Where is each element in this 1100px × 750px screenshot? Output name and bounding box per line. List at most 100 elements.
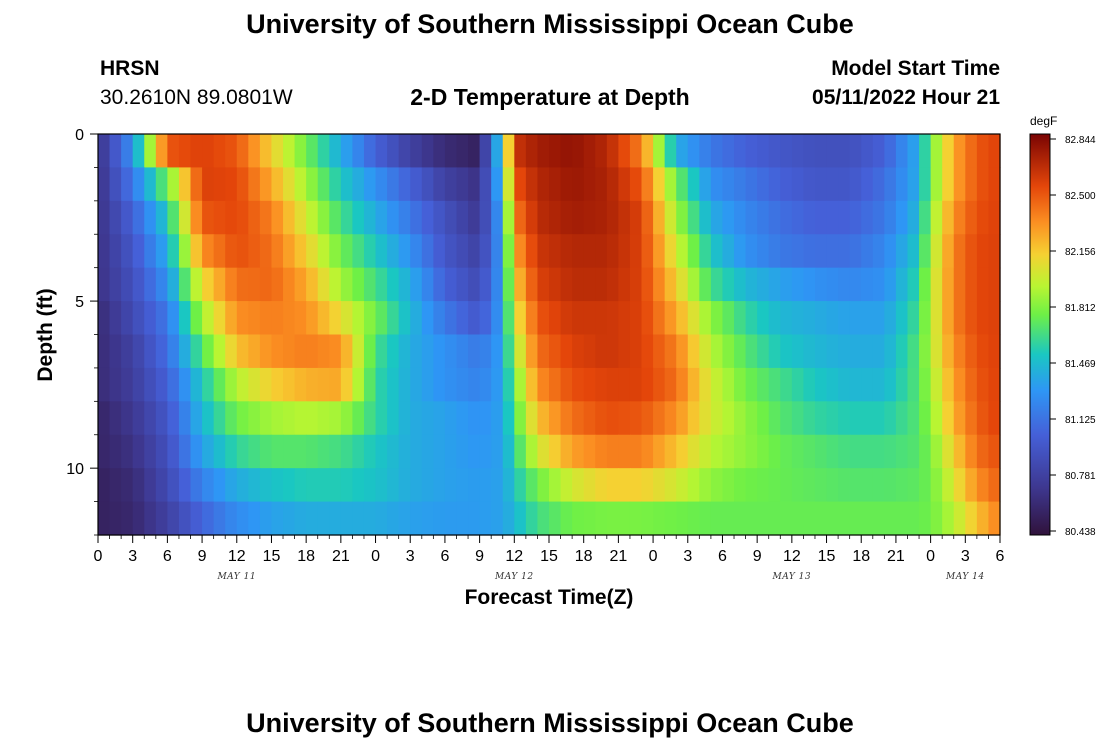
heatmap-cell xyxy=(791,468,805,503)
heatmap-cell xyxy=(687,434,700,469)
heatmap-cell xyxy=(410,401,423,436)
heatmap-cell xyxy=(363,501,377,536)
heatmap-cell xyxy=(236,367,249,402)
heatmap-cell xyxy=(907,267,920,302)
heatmap-cell xyxy=(155,301,168,336)
heatmap-cell xyxy=(433,367,446,402)
heatmap-cell xyxy=(676,334,689,369)
heatmap-cell xyxy=(190,501,203,536)
heatmap-cell xyxy=(884,167,897,202)
heatmap-cell xyxy=(953,200,966,235)
heatmap-cell xyxy=(98,301,111,336)
heatmap-cell xyxy=(676,134,689,169)
heatmap-cell xyxy=(121,134,134,169)
heatmap-cell xyxy=(803,334,816,369)
heatmap-cell xyxy=(468,234,481,269)
heatmap-cell xyxy=(791,234,805,269)
heatmap-cell xyxy=(942,301,955,336)
heatmap-cell xyxy=(444,234,458,269)
heatmap-cell xyxy=(583,134,596,169)
heatmap-cell xyxy=(306,367,319,402)
colorbar-tick-label: 81.812 xyxy=(1065,303,1096,314)
heatmap-cell xyxy=(202,267,215,302)
heatmap-cell xyxy=(572,301,585,336)
heatmap-cell xyxy=(618,200,631,235)
heatmap-cell xyxy=(444,301,458,336)
heatmap-cell xyxy=(109,134,122,169)
x-tick-label: 12 xyxy=(505,548,523,565)
date-label: MAY 11 xyxy=(216,572,256,582)
heatmap-cell xyxy=(178,367,192,402)
heatmap-cell xyxy=(387,267,400,302)
heatmap-cell xyxy=(525,200,539,235)
heatmap-cell xyxy=(456,167,469,202)
heatmap-cell xyxy=(687,267,700,302)
heatmap-cell xyxy=(491,200,504,235)
heatmap-cell xyxy=(98,468,111,503)
heatmap-cell xyxy=(549,134,562,169)
heatmap-cell xyxy=(433,234,446,269)
heatmap-cell xyxy=(976,334,990,369)
heatmap-cell xyxy=(98,334,111,369)
heatmap-cell xyxy=(919,267,932,302)
heatmap-cell xyxy=(468,134,481,169)
heatmap-cell xyxy=(872,167,885,202)
heatmap-cell xyxy=(340,434,354,469)
heatmap-cell xyxy=(849,401,862,436)
heatmap-cell xyxy=(687,401,700,436)
heatmap-cell xyxy=(722,267,735,302)
colorbar xyxy=(1029,133,1051,536)
heatmap-cell xyxy=(444,334,458,369)
heatmap-cell xyxy=(433,434,446,469)
heatmap-cell xyxy=(178,401,192,436)
heatmap-cell xyxy=(595,367,608,402)
heatmap-cell xyxy=(456,267,469,302)
heatmap-cell xyxy=(410,367,423,402)
heatmap-cell xyxy=(606,434,619,469)
heatmap-cell xyxy=(838,167,851,202)
heatmap-cell xyxy=(861,334,874,369)
heatmap-cell xyxy=(826,301,839,336)
heatmap-cell xyxy=(167,468,180,503)
heatmap-cell xyxy=(803,401,816,436)
heatmap-cell xyxy=(768,434,781,469)
heatmap-cell xyxy=(618,234,631,269)
heatmap-cell xyxy=(317,134,330,169)
heatmap-cell xyxy=(190,468,203,503)
heatmap-cell xyxy=(930,167,943,202)
heatmap-cell xyxy=(664,501,677,536)
heatmap-cell xyxy=(745,367,758,402)
heatmap-cell xyxy=(572,167,585,202)
heatmap-cell xyxy=(398,367,411,402)
heatmap-cell xyxy=(745,434,758,469)
colorbar-unit: degF xyxy=(1030,114,1057,128)
heatmap-cell xyxy=(167,200,180,235)
heatmap-cell xyxy=(144,301,157,336)
heatmap-cell xyxy=(398,501,411,536)
heatmap-cell xyxy=(583,401,596,436)
y-axis-title: Depth (ft) xyxy=(34,288,57,381)
heatmap-cell xyxy=(502,434,515,469)
heatmap-cell xyxy=(641,434,654,469)
heatmap-cell xyxy=(757,434,770,469)
colorbar-tick-label: 82.500 xyxy=(1065,191,1096,202)
heatmap-cell xyxy=(861,134,874,169)
heatmap-cell xyxy=(664,334,677,369)
heatmap-cell xyxy=(491,434,504,469)
heatmap-cell xyxy=(271,468,284,503)
x-tick-label: 21 xyxy=(609,548,627,565)
heatmap-cell xyxy=(317,501,330,536)
heatmap-cell xyxy=(456,434,469,469)
heatmap-cell xyxy=(791,334,805,369)
heatmap-cell xyxy=(525,434,539,469)
heatmap-cell xyxy=(699,468,712,503)
heatmap-cell xyxy=(410,434,423,469)
x-tick-label: 3 xyxy=(128,548,137,565)
heatmap-cell xyxy=(155,501,168,536)
heatmap-cell xyxy=(930,234,943,269)
heatmap-cell xyxy=(907,434,920,469)
heatmap-cell xyxy=(965,367,978,402)
heatmap-cell xyxy=(629,367,643,402)
heatmap-cell xyxy=(676,367,689,402)
heatmap-cell xyxy=(213,401,226,436)
